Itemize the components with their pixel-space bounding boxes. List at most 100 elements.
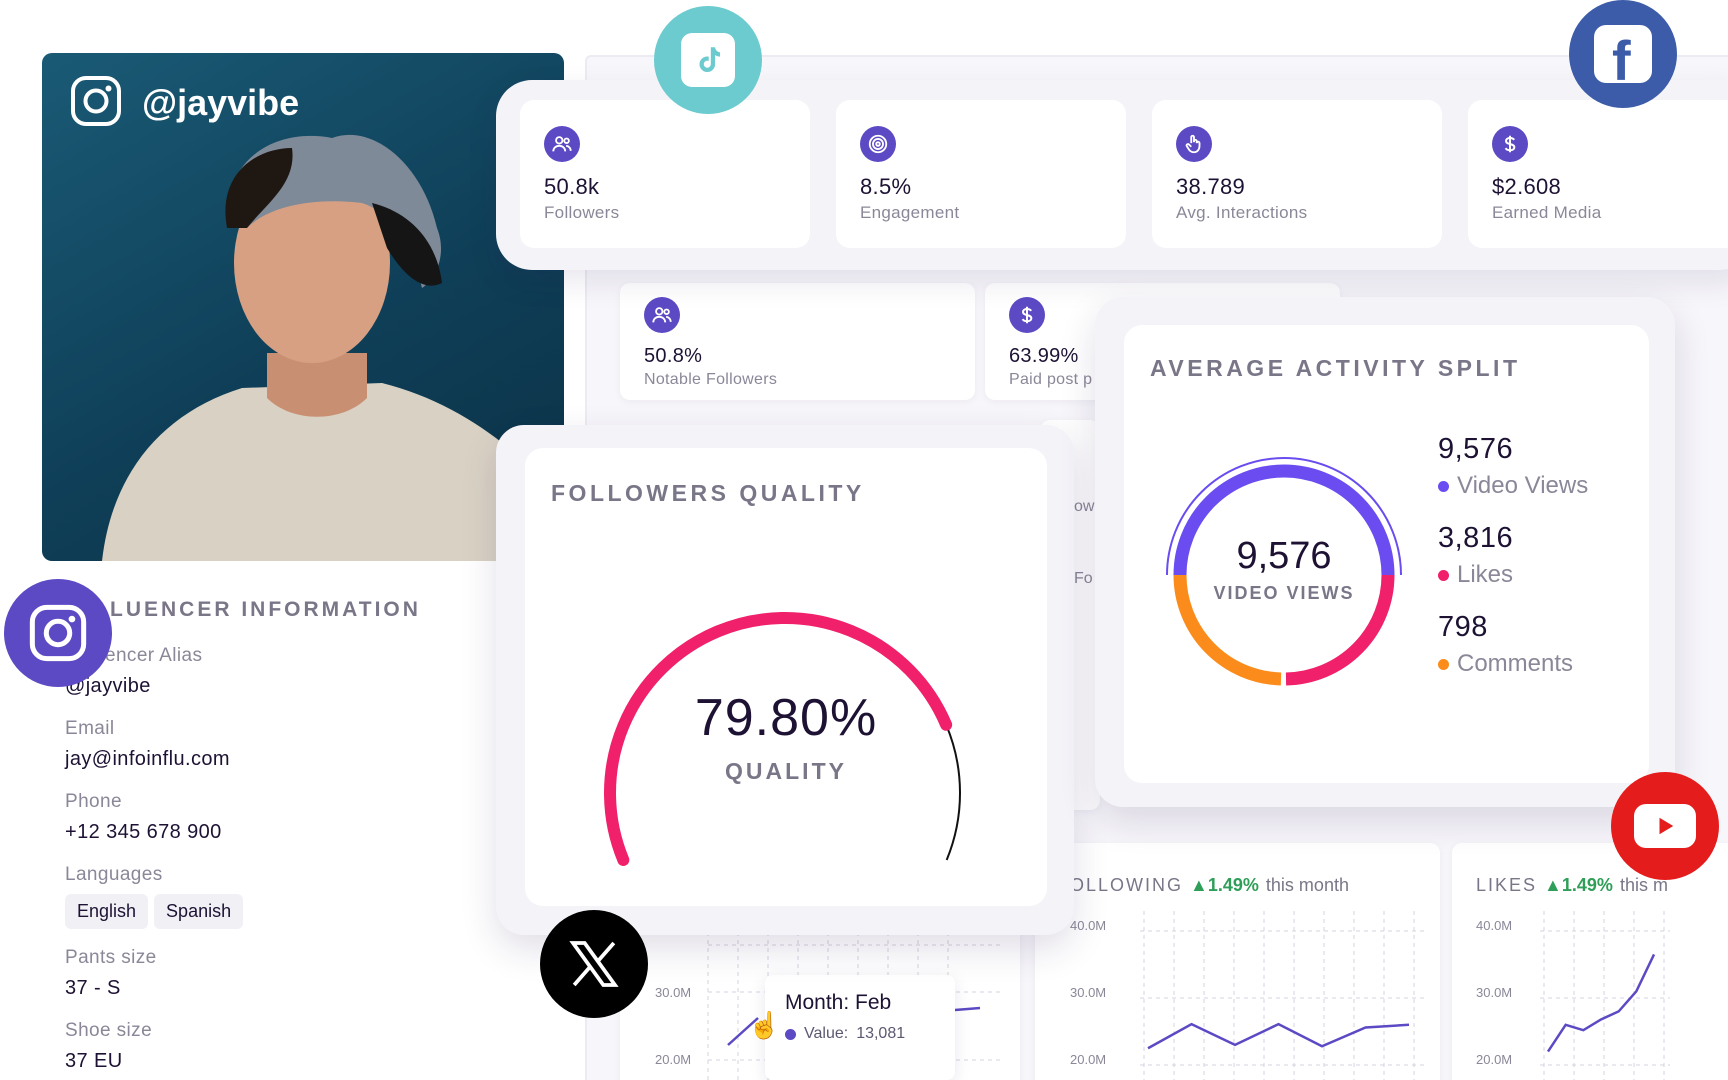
following-chart-card: OLLOWING ▲1.49% this month 40.0M 30.0M 2… <box>1035 843 1440 1080</box>
legend-dot <box>1438 569 1449 581</box>
instagram-badge <box>4 579 112 687</box>
stat-card-engagement: 8.5% Engagement <box>836 100 1126 248</box>
change-up-icon: ▲ <box>1544 875 1562 895</box>
y-tick: 30.0M <box>655 985 692 1000</box>
y-tick: 30.0M <box>1070 985 1107 1000</box>
tiktok-icon <box>681 33 735 87</box>
users-icon <box>644 297 680 333</box>
stat-label: Notable Followers <box>644 371 778 388</box>
y-tick: 40.0M <box>1070 918 1107 933</box>
stat-card-followers: 50.8k Followers <box>520 100 810 248</box>
language-chip[interactable]: Spanish <box>154 894 244 929</box>
y-tick: 40.0M <box>1476 918 1513 933</box>
likes-chart-card: LIKES ▲1.49% this m 40.0M 30.0M 20.0M <box>1452 843 1728 1080</box>
instagram-icon <box>71 76 121 126</box>
series-dot <box>785 1028 796 1040</box>
change-up-icon: ▲ <box>1190 875 1208 895</box>
influencer-info-panel <box>40 575 510 1080</box>
facebook-badge: f <box>1569 0 1677 108</box>
field-label: Pants size <box>65 947 157 968</box>
y-tick: 20.0M <box>1476 1052 1513 1067</box>
legend-item: 798 Comments <box>1438 611 1588 678</box>
followers-quality-card: FOLLOWERS QUALITY 79.80% QUALITY <box>525 448 1047 906</box>
stat-value: 8.5% <box>860 174 912 199</box>
change-value: 1.49% <box>1207 875 1259 895</box>
tooltip-value: 13,081 <box>856 1025 906 1042</box>
y-tick: 20.0M <box>1070 1052 1107 1067</box>
stat-card-earned-media: $2.608 Earned Media <box>1468 100 1728 248</box>
influencer-fields: encer Alias @jayvibe Email jay@infoinflu… <box>65 645 485 1073</box>
hand-pointer-icon <box>1176 126 1212 162</box>
field-value: @jayvibe <box>65 675 151 697</box>
youtube-icon <box>1634 804 1696 848</box>
hand-cursor-icon: ☝ <box>748 1010 781 1040</box>
language-chip[interactable]: English <box>65 894 149 929</box>
card-title: FOLLOWERS QUALITY <box>551 480 865 506</box>
x-logo-icon <box>569 941 619 987</box>
legend-dot <box>1438 658 1449 670</box>
x-badge <box>540 910 648 1018</box>
stat-label: Engagement <box>860 203 960 222</box>
following-line-chart <box>1140 911 1425 1080</box>
tooltip-value-label: Value: <box>804 1025 849 1042</box>
legend-value: 9,576 <box>1438 433 1514 465</box>
field-label: Shoe size <box>65 1020 153 1041</box>
languages-label: Languages <box>65 864 163 885</box>
field-value: 37 EU <box>65 1050 123 1072</box>
legend-dot <box>1438 480 1449 492</box>
quality-gauge <box>604 612 961 866</box>
portrait-illustration <box>102 134 564 561</box>
influencer-info-title: LUENCER INFORMATION <box>110 598 421 621</box>
legend-label: Likes <box>1457 561 1514 588</box>
stat-value: 50.8% <box>644 345 703 367</box>
stat-value: 63.99% <box>1009 345 1079 367</box>
influencer-photo <box>42 53 564 561</box>
tiktok-badge <box>654 6 762 114</box>
field-value: jay@infoinflu.com <box>65 748 230 770</box>
legend-label: Comments <box>1457 650 1574 677</box>
dollar-icon <box>1009 297 1045 333</box>
chart-title: LIKES <box>1476 875 1538 895</box>
stat-label: Paid post p <box>1009 371 1093 388</box>
y-tick: 20.0M <box>655 1052 692 1067</box>
peek-text: Fo <box>1074 570 1093 587</box>
donut-center-value: 9,576 <box>1236 535 1332 577</box>
field-label: encer Alias <box>105 645 203 666</box>
donut-center-label: VIDEO VIEWS <box>1213 583 1355 603</box>
gauge-track <box>945 724 961 861</box>
likes-line-chart <box>1540 911 1670 1080</box>
legend-item: 3,816 Likes <box>1438 522 1588 589</box>
gauge-value-arc <box>604 612 953 866</box>
change-period: this month <box>1265 875 1349 895</box>
series-line <box>1147 1022 1410 1050</box>
chart-tooltip: Month: Feb Value: 13,081 <box>765 975 955 1080</box>
users-icon <box>544 126 580 162</box>
legend-label: Video Views <box>1457 472 1589 499</box>
quality-value: 79.80% <box>694 689 878 747</box>
stat-value: $2.608 <box>1492 174 1562 199</box>
legend-value: 3,816 <box>1438 522 1514 554</box>
activity-split-card: AVERAGE ACTIVITY SPLIT 9,576 VIDEO VIEWS… <box>1124 325 1649 783</box>
activity-legend: 9,576 Video Views 3,816 Likes 798 Commen… <box>1438 433 1588 678</box>
stat-label: Earned Media <box>1492 203 1602 222</box>
target-icon <box>860 126 896 162</box>
youtube-badge <box>1611 772 1719 880</box>
stat-value: 38.789 <box>1176 174 1246 199</box>
y-tick: 30.0M <box>1476 985 1513 1000</box>
series-line <box>1546 953 1656 1053</box>
change-period: this m <box>1619 875 1668 895</box>
stat-label: Followers <box>544 203 620 222</box>
change-value: 1.49% <box>1561 875 1613 895</box>
dollar-icon <box>1492 126 1528 162</box>
tooltip-title: Month: Feb <box>785 991 892 1014</box>
profile-handle: @jayvibe <box>142 82 300 123</box>
languages-list: English Spanish <box>65 894 485 929</box>
legend-item: 9,576 Video Views <box>1438 433 1588 500</box>
field-label: Phone <box>65 791 122 812</box>
stat-value: 50.8k <box>544 174 600 199</box>
instagram-icon <box>29 604 87 662</box>
activity-donut <box>1166 457 1402 686</box>
field-value: 37 - S <box>65 977 121 999</box>
field-value: +12 345 678 900 <box>65 821 222 843</box>
